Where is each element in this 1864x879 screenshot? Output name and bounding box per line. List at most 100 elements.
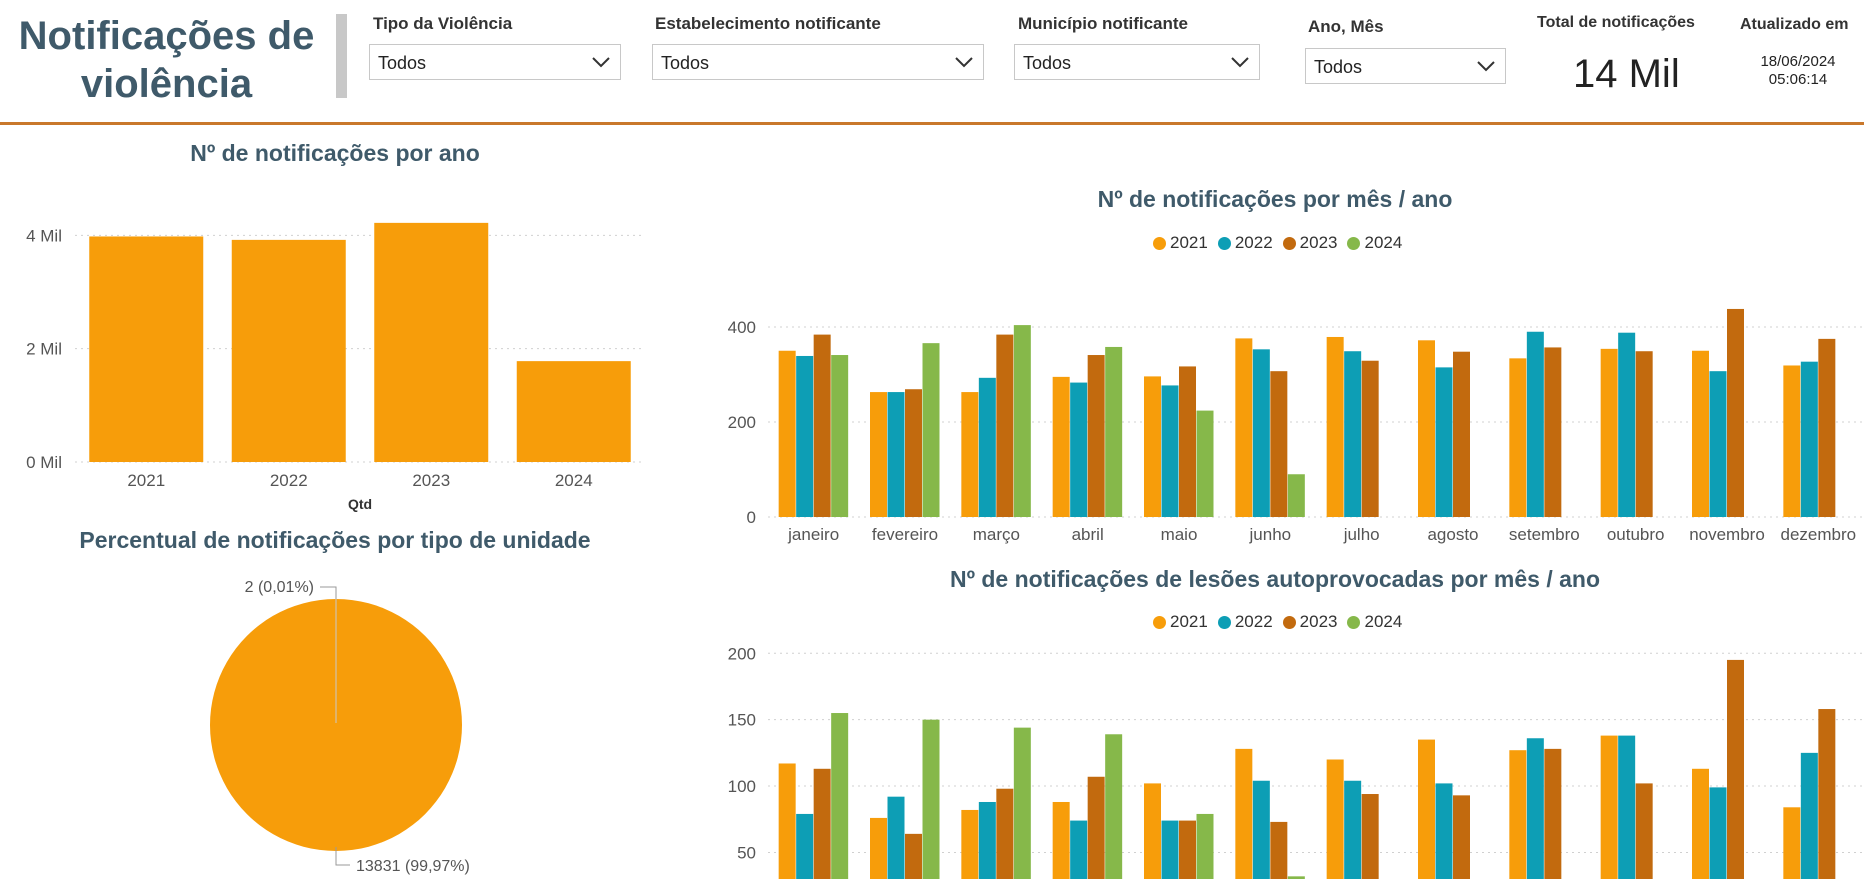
filter-dropdown-ano-mes[interactable]: Todos bbox=[1305, 48, 1506, 84]
bar-2022-novembro[interactable] bbox=[1709, 787, 1727, 879]
bar-2021-outubro[interactable] bbox=[1600, 735, 1618, 879]
bar-2021-julho[interactable] bbox=[1326, 336, 1344, 517]
bar-2021-fevereiro[interactable] bbox=[870, 392, 887, 517]
bar-2023-maio[interactable] bbox=[1179, 366, 1196, 517]
bar-2021-outubro[interactable] bbox=[1600, 348, 1618, 517]
legend-item-2021[interactable]: 2021 bbox=[1153, 233, 1208, 253]
bar-2024-março[interactable] bbox=[1013, 727, 1031, 879]
bar-2022-dezembro[interactable] bbox=[1800, 361, 1818, 517]
bar-2022-dezembro[interactable] bbox=[1800, 752, 1818, 879]
bar-2022-abril[interactable] bbox=[1070, 382, 1088, 517]
bar-2022-junho[interactable] bbox=[1252, 780, 1270, 879]
bar-2023-outubro[interactable] bbox=[1635, 351, 1653, 517]
bar-2022-junho[interactable] bbox=[1252, 349, 1270, 517]
bar-2021-agosto[interactable] bbox=[1418, 340, 1435, 517]
bar-2023-abril[interactable] bbox=[1087, 776, 1105, 879]
bar-2021-março[interactable] bbox=[961, 809, 979, 879]
legend-item-2022[interactable]: 2022 bbox=[1217, 233, 1273, 253]
bar-2022-setembro[interactable] bbox=[1526, 738, 1544, 879]
bar-2022-abril[interactable] bbox=[1070, 820, 1088, 879]
bar-2023-junho[interactable] bbox=[1270, 371, 1288, 517]
bar-2021-janeiro[interactable] bbox=[778, 350, 796, 517]
bar-2021-fevereiro[interactable] bbox=[870, 817, 887, 879]
bar-2023-dezembro[interactable] bbox=[1818, 338, 1836, 517]
bar-2022-fevereiro[interactable] bbox=[887, 392, 905, 517]
bar-2022-fevereiro[interactable] bbox=[887, 796, 905, 879]
bar-2022-julho[interactable] bbox=[1344, 351, 1362, 517]
bar-2024-janeiro[interactable] bbox=[831, 713, 849, 879]
bar-2021-setembro[interactable] bbox=[1509, 750, 1527, 879]
bar-2024-junho[interactable] bbox=[1287, 474, 1305, 517]
bar-2023-novembro[interactable] bbox=[1727, 659, 1744, 879]
bar-2022-maio[interactable] bbox=[1161, 820, 1179, 879]
bar-2022-janeiro[interactable] bbox=[796, 813, 814, 879]
bar-2023-novembro[interactable] bbox=[1727, 308, 1744, 517]
bar-2022-agosto[interactable] bbox=[1435, 783, 1453, 879]
filter-dropdown-tipo-violencia[interactable]: Todos bbox=[369, 44, 621, 80]
legend-item-2022[interactable]: 2022 bbox=[1217, 612, 1273, 632]
bar-2021-maio[interactable] bbox=[1144, 783, 1161, 879]
bar-2021-agosto[interactable] bbox=[1418, 739, 1435, 879]
bar-2022-julho[interactable] bbox=[1344, 780, 1362, 879]
bar-2023-agosto[interactable] bbox=[1453, 795, 1470, 879]
bar-2021-abril[interactable] bbox=[1052, 801, 1070, 879]
bar-2024[interactable] bbox=[516, 361, 631, 462]
filter-dropdown-estabelecimento[interactable]: Todos bbox=[652, 44, 984, 80]
bar-2023-setembro[interactable] bbox=[1544, 347, 1562, 517]
bar-2021-janeiro[interactable] bbox=[778, 763, 796, 879]
bar-2023-julho[interactable] bbox=[1361, 794, 1379, 879]
bar-2023-março[interactable] bbox=[996, 334, 1014, 517]
bar-2023-maio[interactable] bbox=[1179, 820, 1196, 879]
bar-2021-maio[interactable] bbox=[1144, 376, 1161, 517]
bar-2021-setembro[interactable] bbox=[1509, 358, 1527, 517]
bar-2024-fevereiro[interactable] bbox=[922, 343, 940, 517]
bar-2024-abril[interactable] bbox=[1105, 734, 1123, 879]
bar-2023-janeiro[interactable] bbox=[813, 334, 831, 517]
bar-2022-março[interactable] bbox=[978, 801, 996, 879]
bar-2023[interactable] bbox=[374, 222, 489, 462]
bar-2022-setembro[interactable] bbox=[1526, 331, 1544, 517]
pie-slice[interactable] bbox=[210, 599, 463, 851]
bar-2021-novembro[interactable] bbox=[1692, 350, 1709, 517]
bar-2022[interactable] bbox=[231, 239, 346, 462]
legend-item-2024[interactable]: 2024 bbox=[1347, 612, 1402, 632]
bar-2023-janeiro[interactable] bbox=[813, 768, 831, 879]
bar-2023-agosto[interactable] bbox=[1453, 351, 1470, 517]
bar-2023-dezembro[interactable] bbox=[1818, 709, 1836, 879]
bar-2021-junho[interactable] bbox=[1235, 338, 1253, 517]
bar-2021-dezembro[interactable] bbox=[1783, 807, 1801, 879]
bar-2024-maio[interactable] bbox=[1196, 410, 1214, 517]
bar-2022-outubro[interactable] bbox=[1618, 735, 1636, 879]
bar-2022-novembro[interactable] bbox=[1709, 371, 1727, 517]
bar-2022-agosto[interactable] bbox=[1435, 367, 1453, 517]
legend-item-2021[interactable]: 2021 bbox=[1153, 612, 1208, 632]
bar-2022-maio[interactable] bbox=[1161, 385, 1179, 517]
bar-2024-fevereiro[interactable] bbox=[922, 719, 940, 879]
legend-item-2024[interactable]: 2024 bbox=[1347, 233, 1402, 253]
bar-2024-março[interactable] bbox=[1013, 325, 1031, 517]
bar-2023-fevereiro[interactable] bbox=[905, 833, 922, 879]
filter-dropdown-municipio[interactable]: Todos bbox=[1014, 44, 1260, 80]
bar-2021[interactable] bbox=[89, 236, 204, 462]
bar-2023-junho[interactable] bbox=[1270, 821, 1288, 879]
bar-2022-janeiro[interactable] bbox=[796, 355, 814, 517]
bar-2023-outubro[interactable] bbox=[1635, 783, 1653, 879]
bar-2024-maio[interactable] bbox=[1196, 813, 1214, 879]
bar-2024-abril[interactable] bbox=[1105, 346, 1123, 517]
bar-2022-março[interactable] bbox=[978, 377, 996, 517]
bar-2023-abril[interactable] bbox=[1087, 355, 1105, 517]
bar-2024-junho[interactable] bbox=[1287, 876, 1305, 879]
legend-item-2023[interactable]: 2023 bbox=[1282, 233, 1337, 253]
legend-item-2023[interactable]: 2023 bbox=[1282, 612, 1337, 632]
bar-2021-novembro[interactable] bbox=[1692, 768, 1709, 879]
bar-2023-fevereiro[interactable] bbox=[905, 389, 922, 517]
bar-2024-janeiro[interactable] bbox=[831, 355, 849, 517]
bar-2021-março[interactable] bbox=[961, 392, 979, 517]
bar-2023-março[interactable] bbox=[996, 788, 1014, 879]
bar-2023-setembro[interactable] bbox=[1544, 748, 1562, 879]
bar-2021-abril[interactable] bbox=[1052, 376, 1070, 517]
bar-2022-outubro[interactable] bbox=[1618, 332, 1636, 517]
bar-2021-julho[interactable] bbox=[1326, 759, 1344, 879]
bar-2021-junho[interactable] bbox=[1235, 748, 1253, 879]
bar-2023-julho[interactable] bbox=[1361, 360, 1379, 517]
